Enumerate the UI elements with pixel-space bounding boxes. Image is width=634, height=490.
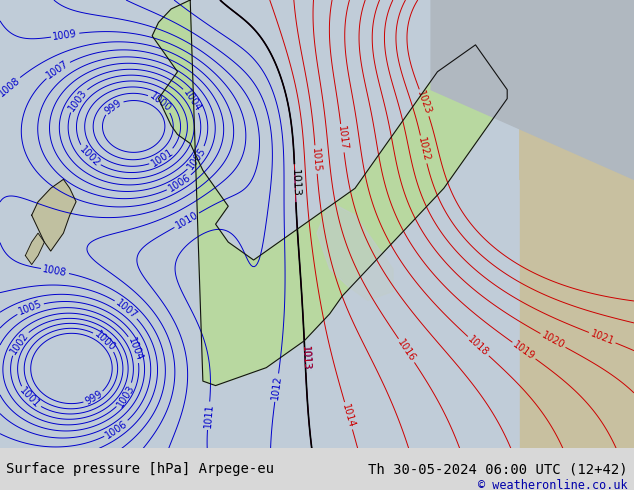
Text: 1006: 1006 <box>103 418 129 441</box>
Text: 1009: 1009 <box>53 28 78 42</box>
Text: 1006: 1006 <box>166 172 192 194</box>
Text: 1011: 1011 <box>203 403 214 428</box>
Text: 1017: 1017 <box>336 125 349 151</box>
Polygon shape <box>317 202 393 300</box>
Text: 1022: 1022 <box>416 136 431 163</box>
Text: 1021: 1021 <box>589 328 616 347</box>
Text: © weatheronline.co.uk: © weatheronline.co.uk <box>478 479 628 490</box>
Text: 1001: 1001 <box>149 147 175 169</box>
Text: 1004: 1004 <box>181 87 203 113</box>
Polygon shape <box>431 0 634 179</box>
Text: 1005: 1005 <box>186 146 209 172</box>
Text: 1019: 1019 <box>511 340 537 362</box>
Text: 1002: 1002 <box>77 144 101 169</box>
Text: 1014: 1014 <box>340 403 357 429</box>
Text: 999: 999 <box>103 98 124 116</box>
Text: 1008: 1008 <box>42 264 68 278</box>
Text: 1015: 1015 <box>310 147 322 172</box>
Text: 1002: 1002 <box>8 330 30 356</box>
Polygon shape <box>520 179 634 448</box>
Text: 1004: 1004 <box>126 336 144 363</box>
Polygon shape <box>520 0 634 202</box>
Text: 1012: 1012 <box>270 375 283 400</box>
Text: 1007: 1007 <box>44 59 70 81</box>
Text: 1016: 1016 <box>396 338 417 364</box>
Polygon shape <box>520 0 634 448</box>
Text: 1020: 1020 <box>540 330 566 351</box>
Text: 1013: 1013 <box>290 169 301 197</box>
Text: 1010: 1010 <box>174 210 200 231</box>
Text: 1000: 1000 <box>93 329 117 353</box>
Text: 1003: 1003 <box>115 383 136 409</box>
Text: 1008: 1008 <box>0 75 22 98</box>
Text: 1013: 1013 <box>299 346 311 371</box>
Text: Surface pressure [hPa] Arpege-eu: Surface pressure [hPa] Arpege-eu <box>6 463 275 476</box>
Text: 1005: 1005 <box>17 299 44 317</box>
Text: 1001: 1001 <box>18 386 42 410</box>
Text: 1003: 1003 <box>66 87 89 113</box>
Text: 1018: 1018 <box>466 334 491 358</box>
Text: 1013: 1013 <box>299 346 311 371</box>
Text: 1023: 1023 <box>415 90 433 116</box>
Polygon shape <box>25 233 44 265</box>
Text: 1000: 1000 <box>148 91 173 114</box>
Polygon shape <box>32 179 76 251</box>
Polygon shape <box>152 0 507 386</box>
Text: 999: 999 <box>83 389 104 407</box>
Text: Th 30-05-2024 06:00 UTC (12+42): Th 30-05-2024 06:00 UTC (12+42) <box>368 463 628 476</box>
Text: 1007: 1007 <box>113 297 139 320</box>
Polygon shape <box>456 0 634 202</box>
